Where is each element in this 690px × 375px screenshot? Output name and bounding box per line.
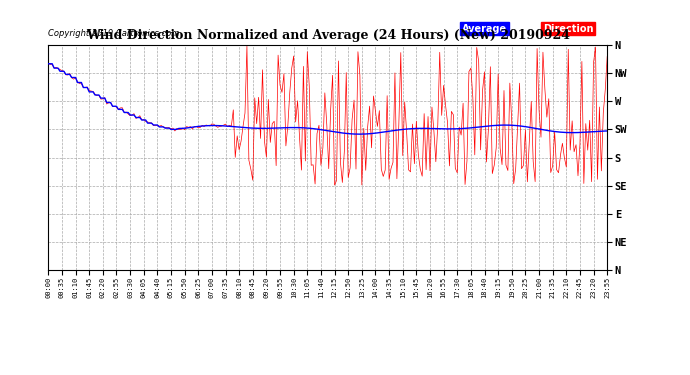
Text: Copyright 2019 Cartronics.com: Copyright 2019 Cartronics.com xyxy=(48,28,179,38)
Text: Average: Average xyxy=(462,24,507,33)
Text: Direction: Direction xyxy=(543,24,593,33)
Title: Wind Direction Normalized and Average (24 Hours) (New) 20190924: Wind Direction Normalized and Average (2… xyxy=(86,30,570,42)
